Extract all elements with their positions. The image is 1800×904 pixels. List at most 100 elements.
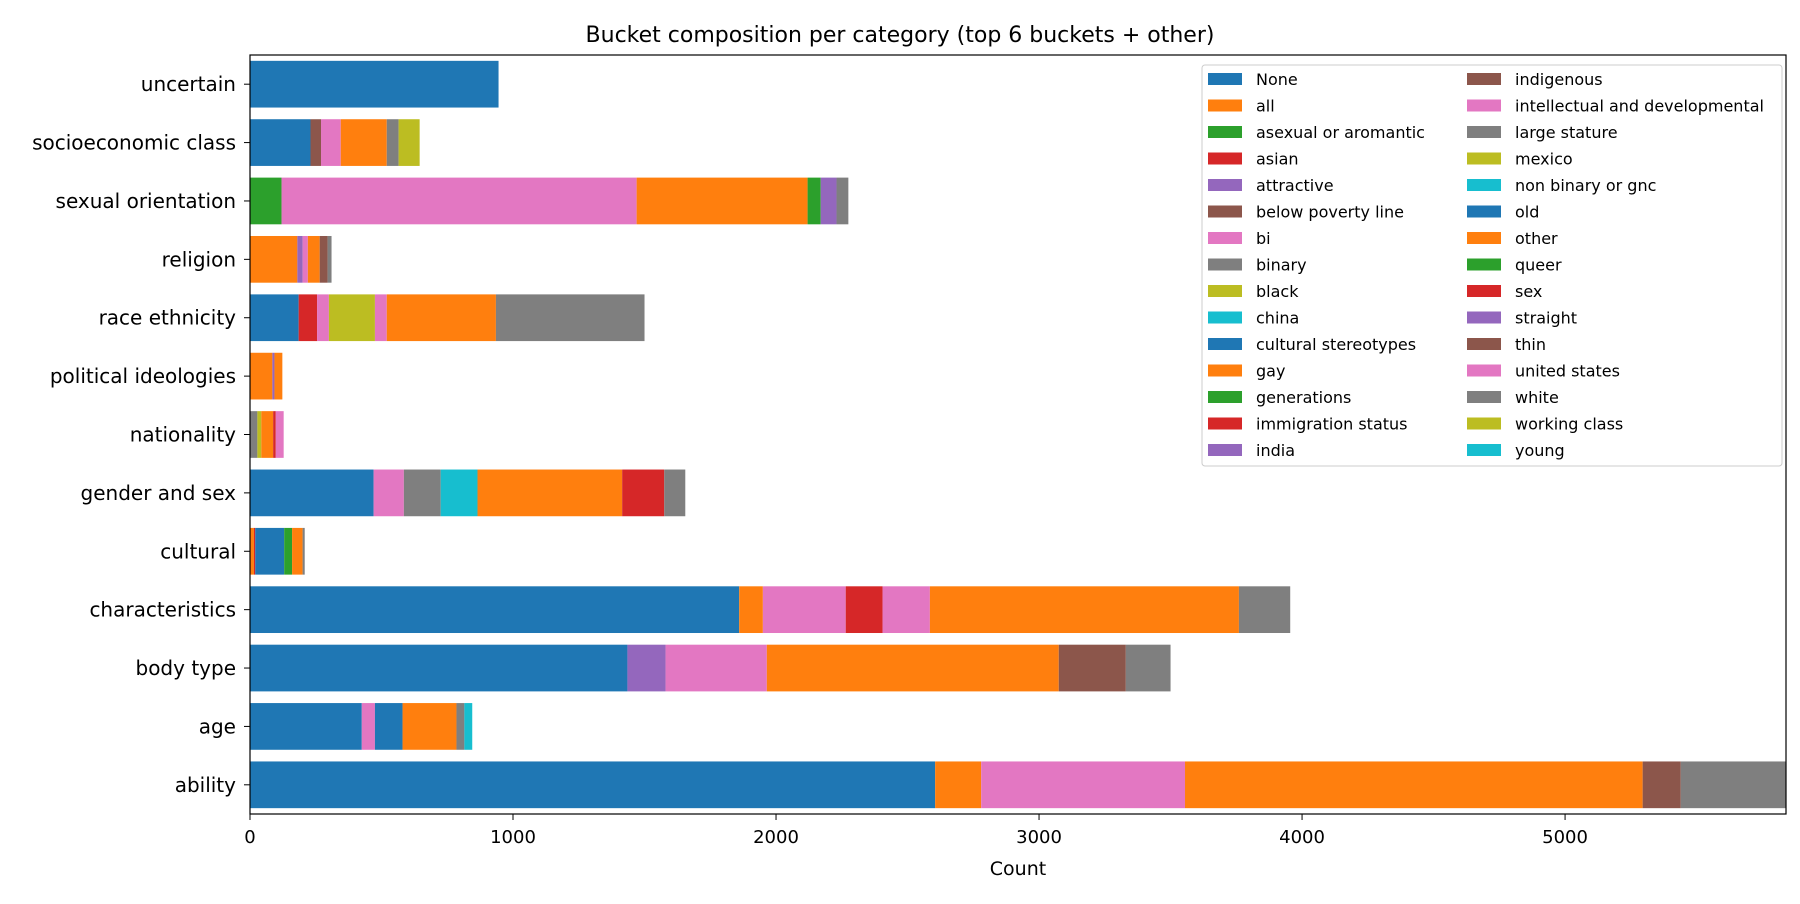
- x-tick-label: 4000: [1279, 827, 1325, 848]
- bar-stack: [250, 703, 473, 750]
- legend-swatch: [1467, 99, 1501, 112]
- legend-item: straight: [1467, 309, 1577, 328]
- bar-segment: [250, 527, 254, 575]
- bar-segment: [250, 119, 311, 166]
- bar-segment: [1058, 644, 1126, 692]
- legend-item: asian: [1208, 150, 1299, 169]
- legend-label: intellectual and developmental: [1515, 97, 1764, 116]
- legend-swatch: [1208, 417, 1242, 430]
- legend-swatch: [1208, 444, 1242, 456]
- bar-segment: [398, 119, 420, 166]
- bar-stack: [250, 411, 284, 458]
- bar-segment: [250, 469, 374, 517]
- legend-item: other: [1467, 229, 1558, 248]
- x-tick-label: 5000: [1542, 827, 1588, 848]
- y-tick-label: characteristics: [89, 598, 236, 622]
- legend-label: non binary or gnc: [1515, 176, 1656, 195]
- bar-segment: [274, 352, 283, 400]
- bar-segment: [882, 586, 930, 634]
- legend-label: sex: [1515, 282, 1542, 301]
- bar-segment: [1125, 644, 1171, 692]
- bar-segment: [307, 235, 320, 283]
- legend-label: other: [1515, 229, 1558, 248]
- legend-label: bi: [1256, 229, 1271, 248]
- bar-segment: [310, 119, 322, 166]
- legend-item: black: [1208, 282, 1299, 301]
- bar-segment: [361, 703, 375, 750]
- bar-segment: [386, 119, 399, 166]
- legend-label: india: [1256, 441, 1295, 460]
- legend-item: working class: [1467, 415, 1623, 434]
- legend-item: queer: [1467, 256, 1562, 275]
- legend-label: cultural stereotypes: [1256, 335, 1416, 354]
- bar-segment: [275, 411, 284, 458]
- bar-segment: [250, 235, 298, 283]
- bar-segment: [807, 177, 821, 225]
- bar-segment: [664, 469, 686, 517]
- chart-title: Bucket composition per category (top 6 b…: [586, 23, 1215, 48]
- bar-stack: [250, 235, 332, 283]
- legend-item: china: [1208, 309, 1299, 328]
- bar-stack: [250, 644, 1171, 692]
- legend-swatch: [1208, 311, 1242, 324]
- bar-stack: [250, 469, 686, 517]
- bar-segment: [250, 644, 628, 692]
- legend-swatch: [1208, 73, 1242, 85]
- bar-stack: [250, 60, 499, 108]
- legend-item: gay: [1208, 362, 1285, 381]
- y-tick-label: body type: [136, 656, 237, 680]
- bar-segment: [477, 469, 623, 517]
- legend-item: united states: [1467, 362, 1620, 381]
- legend-swatch: [1208, 126, 1242, 138]
- legend-label: mexico: [1515, 150, 1573, 169]
- legend-label: immigration status: [1256, 415, 1408, 434]
- bar-segment: [636, 177, 808, 225]
- legend-label: white: [1515, 388, 1559, 407]
- x-tick-label: 3000: [1016, 827, 1062, 848]
- bar-segment: [622, 469, 665, 517]
- y-tick-label: race ethnicity: [99, 306, 237, 330]
- legend-swatch: [1467, 444, 1501, 456]
- bar-segment: [253, 527, 256, 575]
- bar-segment: [373, 469, 404, 517]
- y-tick-label: socioeconomic class: [32, 131, 236, 155]
- legend-label: gay: [1256, 362, 1285, 381]
- y-tick-label: ability: [175, 773, 236, 797]
- bar-segment: [284, 527, 293, 575]
- bar-segment: [665, 644, 767, 692]
- plot-frame: [249, 54, 1787, 815]
- legend-swatch: [1467, 338, 1501, 350]
- legend-label: young: [1515, 441, 1565, 460]
- bar-segment: [273, 411, 276, 458]
- legend-swatch: [1467, 311, 1501, 324]
- bar-segment: [340, 119, 387, 166]
- legend-item: large stature: [1467, 123, 1618, 142]
- bar-segment: [319, 235, 328, 283]
- bar-segment: [250, 703, 362, 750]
- legend-label: china: [1256, 309, 1299, 328]
- bar-segment: [298, 294, 318, 342]
- bar-segment: [374, 294, 387, 342]
- bar-segment: [386, 294, 496, 342]
- legend-swatch: [1208, 99, 1242, 112]
- legend-item: asexual or aromantic: [1208, 123, 1425, 142]
- bar-stack: [250, 294, 645, 342]
- bar-segment: [981, 761, 1186, 809]
- legend-swatch: [1467, 258, 1501, 271]
- bar-segment: [440, 469, 478, 517]
- legend-swatch: [1467, 205, 1501, 218]
- bar-segment: [766, 644, 1059, 692]
- bar-stack: [250, 527, 305, 575]
- bar-stack: [250, 177, 849, 225]
- bar-segment: [762, 586, 846, 634]
- bar-segment: [1642, 761, 1681, 809]
- bar-segment: [292, 527, 303, 575]
- bar-segment: [627, 644, 666, 692]
- x-tick-label: 1000: [490, 827, 536, 848]
- legend-item: cultural stereotypes: [1208, 335, 1416, 354]
- bar-segment: [456, 703, 465, 750]
- bar-segment: [929, 586, 1239, 634]
- bar-segment: [250, 294, 299, 342]
- legend-swatch: [1208, 232, 1242, 244]
- bar-segment: [257, 411, 262, 458]
